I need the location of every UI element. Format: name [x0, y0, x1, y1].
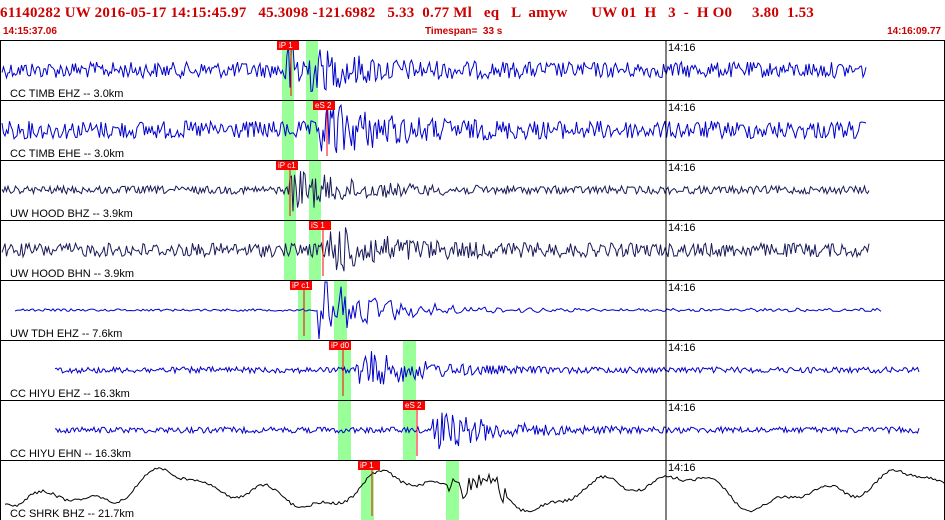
pick-label-box[interactable] [358, 461, 380, 470]
event-header: 61140282 UW 2016-05-17 14:15:45.97 45.30… [0, 0, 945, 40]
channel-label: UW TDH EHZ -- 7.6km [10, 328, 122, 340]
pick-label: iP c1 [278, 161, 296, 170]
channel-label: UW HOOD BHZ -- 3.9km [10, 208, 133, 220]
minute-label: 14:16 [668, 462, 696, 474]
trace-row[interactable]: iP 1 14:16 CC SHRK BHZ -- 21.7km [0, 460, 945, 520]
pick-label-box[interactable] [329, 341, 351, 350]
pick-window [338, 401, 351, 460]
pick-window [338, 341, 351, 400]
pick-label-box[interactable] [276, 161, 298, 170]
pick-window [309, 221, 321, 280]
pick-label: eS 2 [405, 401, 422, 410]
minute-label: 14:16 [668, 402, 696, 414]
channel-label: CC SHRK BHZ -- 21.7km [10, 508, 134, 520]
pick-window [361, 461, 374, 520]
pick-label-box[interactable] [403, 401, 425, 410]
channel-label: CC HIYU EHN -- 16.3km [10, 448, 131, 460]
end-time-label: 14:16:09.77 [887, 26, 941, 37]
trace-frame [0, 40, 945, 101]
seismogram-panel[interactable]: iP 1 14:16 CC TIMB EHZ -- 3.0km eS 2 14:16 CC… [0, 40, 945, 520]
pick-label: iP c1 [292, 281, 310, 290]
pick-label-box[interactable] [277, 41, 299, 50]
minute-label: 14:16 [668, 342, 696, 354]
minute-label: 14:16 [668, 42, 696, 54]
channel-label: CC TIMB EHZ -- 3.0km [10, 88, 123, 100]
minute-label: 14:16 [668, 222, 696, 234]
trace-row[interactable]: iS 1 14:16 UW HOOD BHN -- 3.9km [0, 220, 945, 281]
pick-window [446, 461, 459, 520]
waveform-trace [54, 351, 920, 385]
minute-label: 14:16 [668, 162, 696, 174]
waveform-trace [4, 467, 945, 513]
pick-label-box[interactable] [290, 281, 312, 290]
pick-label: iP 1 [279, 41, 293, 50]
trace-row[interactable]: iP 1 14:16 CC TIMB EHZ -- 3.0km [0, 40, 945, 101]
channel-label: CC TIMB EHE -- 3.0km [10, 148, 124, 160]
start-time-label: 14:15:37.06 [3, 26, 57, 37]
timespan-label: Timespan= 33 s [425, 26, 503, 37]
pick-label-box[interactable] [313, 101, 335, 110]
waveform-trace [1, 170, 870, 212]
waveform-trace [1, 227, 870, 272]
waveform-trace [1, 41, 867, 93]
minute-label: 14:16 [668, 102, 696, 114]
pick-label: iS 1 [311, 221, 325, 230]
pick-window [306, 41, 318, 100]
pick-window [334, 281, 347, 340]
waveform-trace [1, 103, 867, 153]
minute-label: 14:16 [668, 282, 696, 294]
pick-label: eS 2 [315, 101, 332, 110]
pick-label: iP 1 [360, 461, 374, 470]
trace-row[interactable]: iP c1 14:16 UW TDH EHZ -- 7.6km [0, 280, 945, 341]
event-summary-line: 61140282 UW 2016-05-17 14:15:45.97 45.30… [0, 5, 814, 21]
trace-row[interactable]: eS 2 14:16 CC HIYU EHN -- 16.3km [0, 400, 945, 461]
pick-window [306, 101, 318, 160]
pick-label: iP d0 [331, 341, 350, 350]
pick-label-box[interactable] [309, 221, 331, 230]
trace-row[interactable]: eS 2 14:16 CC TIMB EHE -- 3.0km [0, 100, 945, 161]
trace-frame [0, 460, 945, 520]
trace-row[interactable]: iP c1 14:16 UW HOOD BHZ -- 3.9km [0, 160, 945, 221]
channel-label: CC HIYU EHZ -- 16.3km [10, 388, 130, 400]
waveform-trace [14, 281, 882, 340]
channel-label: UW HOOD BHN -- 3.9km [10, 268, 134, 280]
trace-row[interactable]: iP d0 14:16 CC HIYU EHZ -- 16.3km [0, 340, 945, 401]
waveform-trace [54, 412, 920, 450]
